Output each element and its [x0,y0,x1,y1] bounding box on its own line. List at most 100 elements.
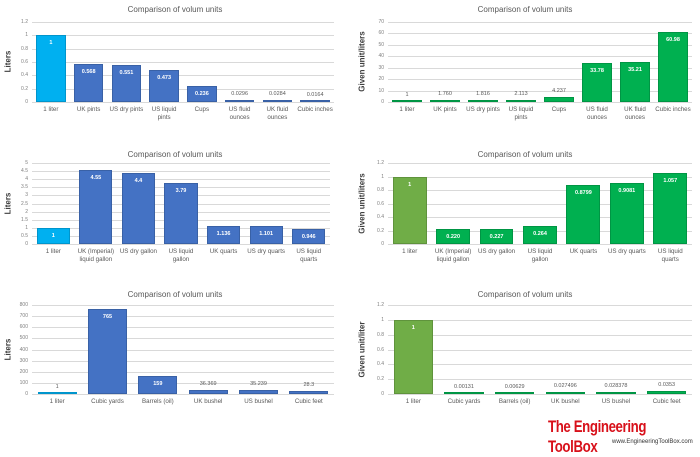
data-label: 0.220 [446,234,461,241]
x-tick-label: Cubic inches [297,106,333,113]
bar [300,100,330,102]
x-tick-label: UK (Imperial) liquid gallon [434,248,472,263]
bar [653,172,688,244]
gridline [388,190,692,191]
data-label: 1 [49,40,53,47]
data-label: 0.00629 [504,384,525,391]
gridline [32,48,334,50]
x-tick-label: UK pints [76,106,101,113]
x-tick-label: US dry pints [109,106,144,113]
bar [249,226,283,244]
y-tick-label: 100 [19,379,28,386]
y-tick-label: 1 [25,224,28,231]
data-label: 0.028378 [604,382,628,389]
data-label: 1 [408,181,412,188]
data-label: 60.98 [666,37,680,44]
bar [392,100,422,102]
y-tick-label: 0.8 [377,187,384,193]
y-tick-label: 0.8 [377,331,384,338]
y-tick-label: 30 [378,64,384,71]
bar [206,225,241,244]
data-label: 0.0284 [268,91,286,98]
x-tick-label: US dry quarts [247,248,286,255]
gridline [388,67,692,69]
y-tick-label: 0 [381,99,384,105]
bar [224,100,255,102]
x-tick-label: US liquid quarts [657,248,683,263]
chart-title: Comparison of volum units [127,290,223,299]
bar [596,391,636,394]
x-tick-label: US dry pints [466,106,500,113]
bar [430,100,460,102]
y-tick-label: 700 [19,313,28,320]
x-tick-label: Cubic feet [294,398,323,405]
gridline [32,382,334,384]
x-tick-label: UK bushel [551,398,580,405]
engineering-toolbox-logo: The Engineering ToolBox [548,417,647,456]
y-tick-label: 40 [378,53,384,60]
x-tick-label: US dry gallon [119,248,157,255]
x-tick-label: 1 liter [399,106,415,113]
plot-area: 0 0.2 0.4 0.6 0.8 1 1.2 1 1 liter 0.220 UK (Imperi… [377,160,692,263]
gridline [32,179,330,181]
data-label: 1.760 [438,90,452,97]
data-label: 0.264 [533,231,547,238]
gridline [388,90,692,92]
y-tick-label: 1 [381,173,384,180]
data-label: 0.0296 [231,91,249,98]
x-tick-label: US bushel [601,398,631,405]
y-tick-label: 0 [381,241,384,247]
y-tick-label: 0.6 [21,59,28,65]
bar [79,170,113,244]
bar [620,61,650,102]
gridline [32,338,334,340]
data-label: 35.239 [250,381,267,388]
x-tick-label: US liquid pints [151,106,177,121]
bar [392,176,427,244]
chart-title: Comparison of volum units [477,290,573,299]
y-tick-label: 1 [25,32,28,39]
y-tick-label: 1.2 [21,19,28,25]
data-label: 1 [51,232,55,239]
y-tick-label: 0.8 [21,45,28,52]
y-tick-label: 70 [378,19,384,25]
y-tick-label: 3 [25,192,28,199]
gridline [32,327,334,329]
y-tick-label: 0 [381,391,384,397]
y-tick-label: 2.5 [21,200,28,207]
x-tick-label: 1 liter [405,398,421,405]
bar [292,228,326,244]
x-tick-label: 1 liter [49,398,65,405]
gridline [32,163,330,164]
data-label: 765 [102,313,113,320]
data-label: 2.113 [514,90,528,97]
bar [646,391,687,394]
y-tick-label: 0.4 [377,361,384,368]
y-tick-label: 0 [25,241,28,247]
gridline [388,379,692,381]
chart-title: Comparison of volum units [127,5,223,14]
bar [544,97,574,102]
x-tick-label: UK quarts [569,248,598,255]
data-label: 1 [405,91,409,98]
y-tick-label: 20 [378,76,384,83]
y-tick-label: 400 [19,346,28,353]
data-label: 0.227 [489,233,504,240]
gridline [388,176,692,178]
y-tick-label: 0.4 [377,214,384,220]
data-label: 0.00131 [454,384,474,391]
bar [111,65,142,102]
bar [262,100,293,102]
y-tick-label: 5 [25,160,28,166]
x-tick-label: 1 liter [402,248,418,255]
gridline [32,62,334,63]
data-label: 0.946 [301,233,316,240]
gridline [388,79,692,81]
y-tick-label: 0 [25,391,28,397]
logo-url[interactable]: www.EngineeringToolBox.com [612,439,693,445]
bar [36,35,66,102]
y-tick-label: 0.6 [377,200,384,207]
y-tick-label: 1 [381,316,384,323]
x-tick-label: 1 liter [43,106,59,113]
x-tick-label: US fluid ounces [228,106,251,121]
